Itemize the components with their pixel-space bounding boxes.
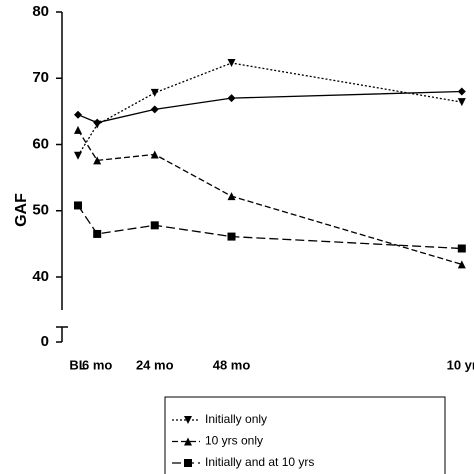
y-tick-label: 50 bbox=[32, 202, 49, 219]
marker bbox=[184, 416, 192, 424]
marker bbox=[227, 59, 236, 68]
series-line bbox=[77, 205, 462, 250]
series-line bbox=[77, 129, 462, 266]
x-tick-label: 24 mo bbox=[136, 357, 174, 372]
legend-label: Initially only bbox=[205, 412, 267, 426]
marker bbox=[73, 151, 82, 160]
marker bbox=[457, 98, 466, 107]
marker bbox=[150, 221, 159, 230]
marker bbox=[150, 150, 159, 159]
marker bbox=[184, 437, 192, 446]
x-tick-label: 48 mo bbox=[213, 357, 251, 372]
marker bbox=[184, 459, 192, 467]
legend-label: 10 yrs only bbox=[205, 434, 263, 448]
marker bbox=[93, 229, 102, 238]
marker bbox=[73, 201, 82, 210]
x-tick-label: 6 mo bbox=[82, 357, 112, 372]
series-line bbox=[77, 62, 462, 157]
y-tick-label: 0 bbox=[41, 333, 49, 350]
marker bbox=[93, 156, 102, 165]
legend bbox=[164, 396, 446, 474]
marker bbox=[227, 192, 236, 201]
x-tick-label: 10 yr bbox=[447, 357, 474, 372]
legend-label: Initially and at 10 yrs bbox=[205, 455, 314, 469]
series-line bbox=[77, 90, 462, 124]
marker bbox=[73, 125, 82, 134]
marker bbox=[93, 120, 102, 129]
marker bbox=[73, 110, 82, 119]
y-axis-label: GAF bbox=[13, 193, 30, 227]
y-tick-label: 40 bbox=[32, 268, 49, 285]
marker bbox=[150, 88, 159, 97]
marker bbox=[457, 260, 466, 269]
marker bbox=[150, 105, 159, 114]
y-tick-label: 70 bbox=[32, 69, 49, 86]
marker bbox=[227, 232, 236, 241]
marker bbox=[457, 87, 466, 96]
marker bbox=[457, 244, 466, 253]
y-tick-label: 80 bbox=[32, 3, 49, 20]
marker bbox=[227, 94, 236, 103]
x-tick-label: BL bbox=[69, 357, 86, 372]
y-tick-label: 60 bbox=[32, 135, 49, 152]
